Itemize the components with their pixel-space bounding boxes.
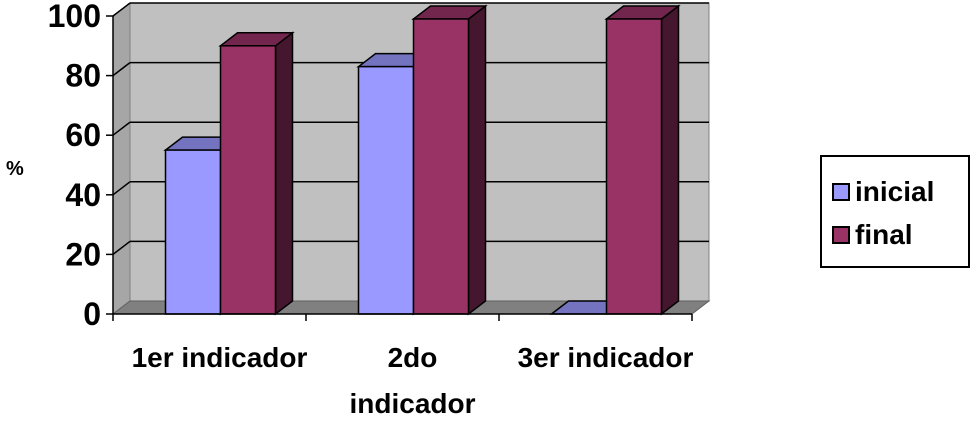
y-axis-label: % [6,158,24,180]
bar-side [274,31,294,316]
bar-side [660,4,680,316]
legend: inicial final [820,155,970,268]
y-tick-label: 40 [65,177,101,213]
y-tick-label: 0 [83,296,101,332]
x-tick-label-line: 1er indicador [132,342,308,373]
x-tick-label-line: indicador [349,388,475,419]
legend-swatch-final [832,226,850,244]
legend-swatch-inicial [832,183,850,201]
x-tick-label: 2do indicador [349,342,475,419]
bar-front [605,18,663,315]
gridline-side [112,181,131,196]
legend-item-inicial: inicial [832,176,935,207]
gridline-side [112,62,131,77]
y-tick-label: 20 [65,236,101,272]
bar-final-1 [218,31,295,316]
gridline-side [112,240,131,255]
bars [163,4,681,316]
x-tick-label-line: 2do [388,342,438,373]
bar-front [219,45,277,315]
x-tick-label: 1er indicador [132,342,308,373]
axes [106,15,693,321]
bar-final-2 [411,4,488,316]
legend-label-inicial: inicial [855,176,935,207]
bar-front [357,65,415,315]
bar-front [412,18,470,315]
bar-side [467,4,487,316]
bar-final-3 [604,4,681,316]
x-tick-label-line: 3er indicador [518,342,694,373]
x-tick-label: 3er indicador [518,342,694,373]
bar-front [164,149,222,315]
gridline-side [112,121,131,136]
y-tick-label: 80 [65,58,101,94]
y-tick-label: 60 [65,117,101,153]
y-tick-label: 100 [48,0,101,34]
x-tick-labels: 1er indicador 2do indicador 3er indicador [132,342,694,419]
gridline-side [112,2,131,17]
legend-item-final: final [832,219,913,250]
plot-side-wall [112,1,131,316]
legend-label-final: final [855,219,913,250]
y-tick-labels: 0 20 40 60 80 100 [48,0,101,332]
